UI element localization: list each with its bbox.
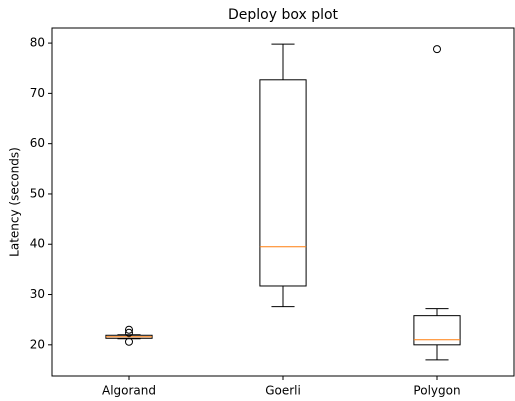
y-tick-label: 50 — [30, 186, 45, 200]
flier — [125, 337, 133, 346]
chart-title: Deploy box plot — [228, 7, 339, 23]
x-tick-label: Polygon — [413, 384, 460, 398]
y-tick-label: 20 — [30, 337, 45, 351]
flier — [125, 325, 133, 334]
box — [413, 315, 461, 346]
flier — [433, 45, 441, 54]
flier — [125, 328, 133, 337]
box — [259, 79, 307, 287]
y-tick-label: 40 — [30, 237, 45, 251]
x-tick-label: Algorand — [102, 384, 156, 398]
x-tick-label: Goerli — [265, 384, 301, 398]
y-tick-label: 80 — [30, 36, 45, 50]
y-tick-label: 30 — [30, 287, 45, 301]
y-tick-label: 60 — [30, 136, 45, 150]
y-axis-label: Latency (seconds) — [8, 147, 22, 257]
y-tick-label: 70 — [30, 86, 45, 100]
